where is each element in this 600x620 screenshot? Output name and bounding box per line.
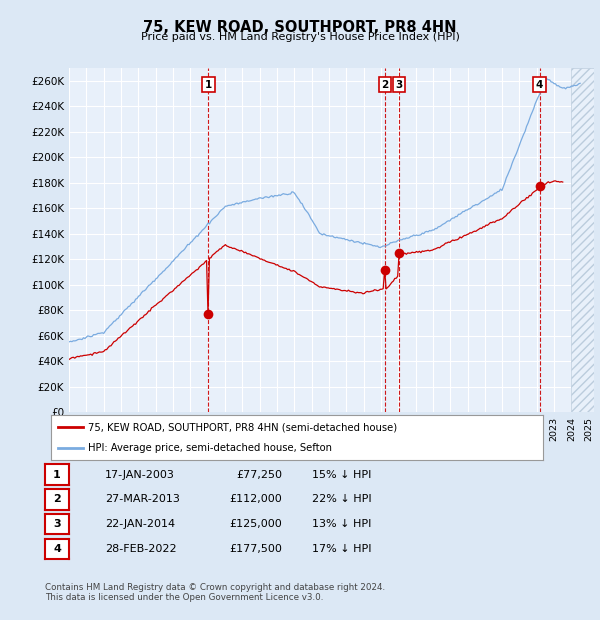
Text: 13% ↓ HPI: 13% ↓ HPI [312,519,371,529]
Text: 28-FEB-2022: 28-FEB-2022 [105,544,176,554]
Text: 3: 3 [53,519,61,529]
Text: HPI: Average price, semi-detached house, Sefton: HPI: Average price, semi-detached house,… [88,443,332,453]
Text: 15% ↓ HPI: 15% ↓ HPI [312,469,371,480]
Text: 22% ↓ HPI: 22% ↓ HPI [312,494,371,505]
Bar [571,68,594,412]
Text: 75, KEW ROAD, SOUTHPORT, PR8 4HN: 75, KEW ROAD, SOUTHPORT, PR8 4HN [143,20,457,35]
Text: 22-JAN-2014: 22-JAN-2014 [105,519,175,529]
Text: 17% ↓ HPI: 17% ↓ HPI [312,544,371,554]
Text: 3: 3 [395,80,403,90]
Text: 17-JAN-2003: 17-JAN-2003 [105,469,175,480]
Text: 4: 4 [53,544,61,554]
Text: Price paid vs. HM Land Registry's House Price Index (HPI): Price paid vs. HM Land Registry's House … [140,32,460,42]
Text: £125,000: £125,000 [229,519,282,529]
Text: 2: 2 [53,494,61,505]
Text: £77,250: £77,250 [236,469,282,480]
Text: £112,000: £112,000 [229,494,282,505]
Text: 75, KEW ROAD, SOUTHPORT, PR8 4HN (semi-detached house): 75, KEW ROAD, SOUTHPORT, PR8 4HN (semi-d… [88,422,397,433]
Text: 1: 1 [205,80,212,90]
Text: £177,500: £177,500 [229,544,282,554]
Text: 27-MAR-2013: 27-MAR-2013 [105,494,180,505]
Text: Contains HM Land Registry data © Crown copyright and database right 2024.
This d: Contains HM Land Registry data © Crown c… [45,583,385,602]
Text: 1: 1 [53,469,61,480]
Text: 2: 2 [382,80,389,90]
Text: 4: 4 [536,80,543,90]
